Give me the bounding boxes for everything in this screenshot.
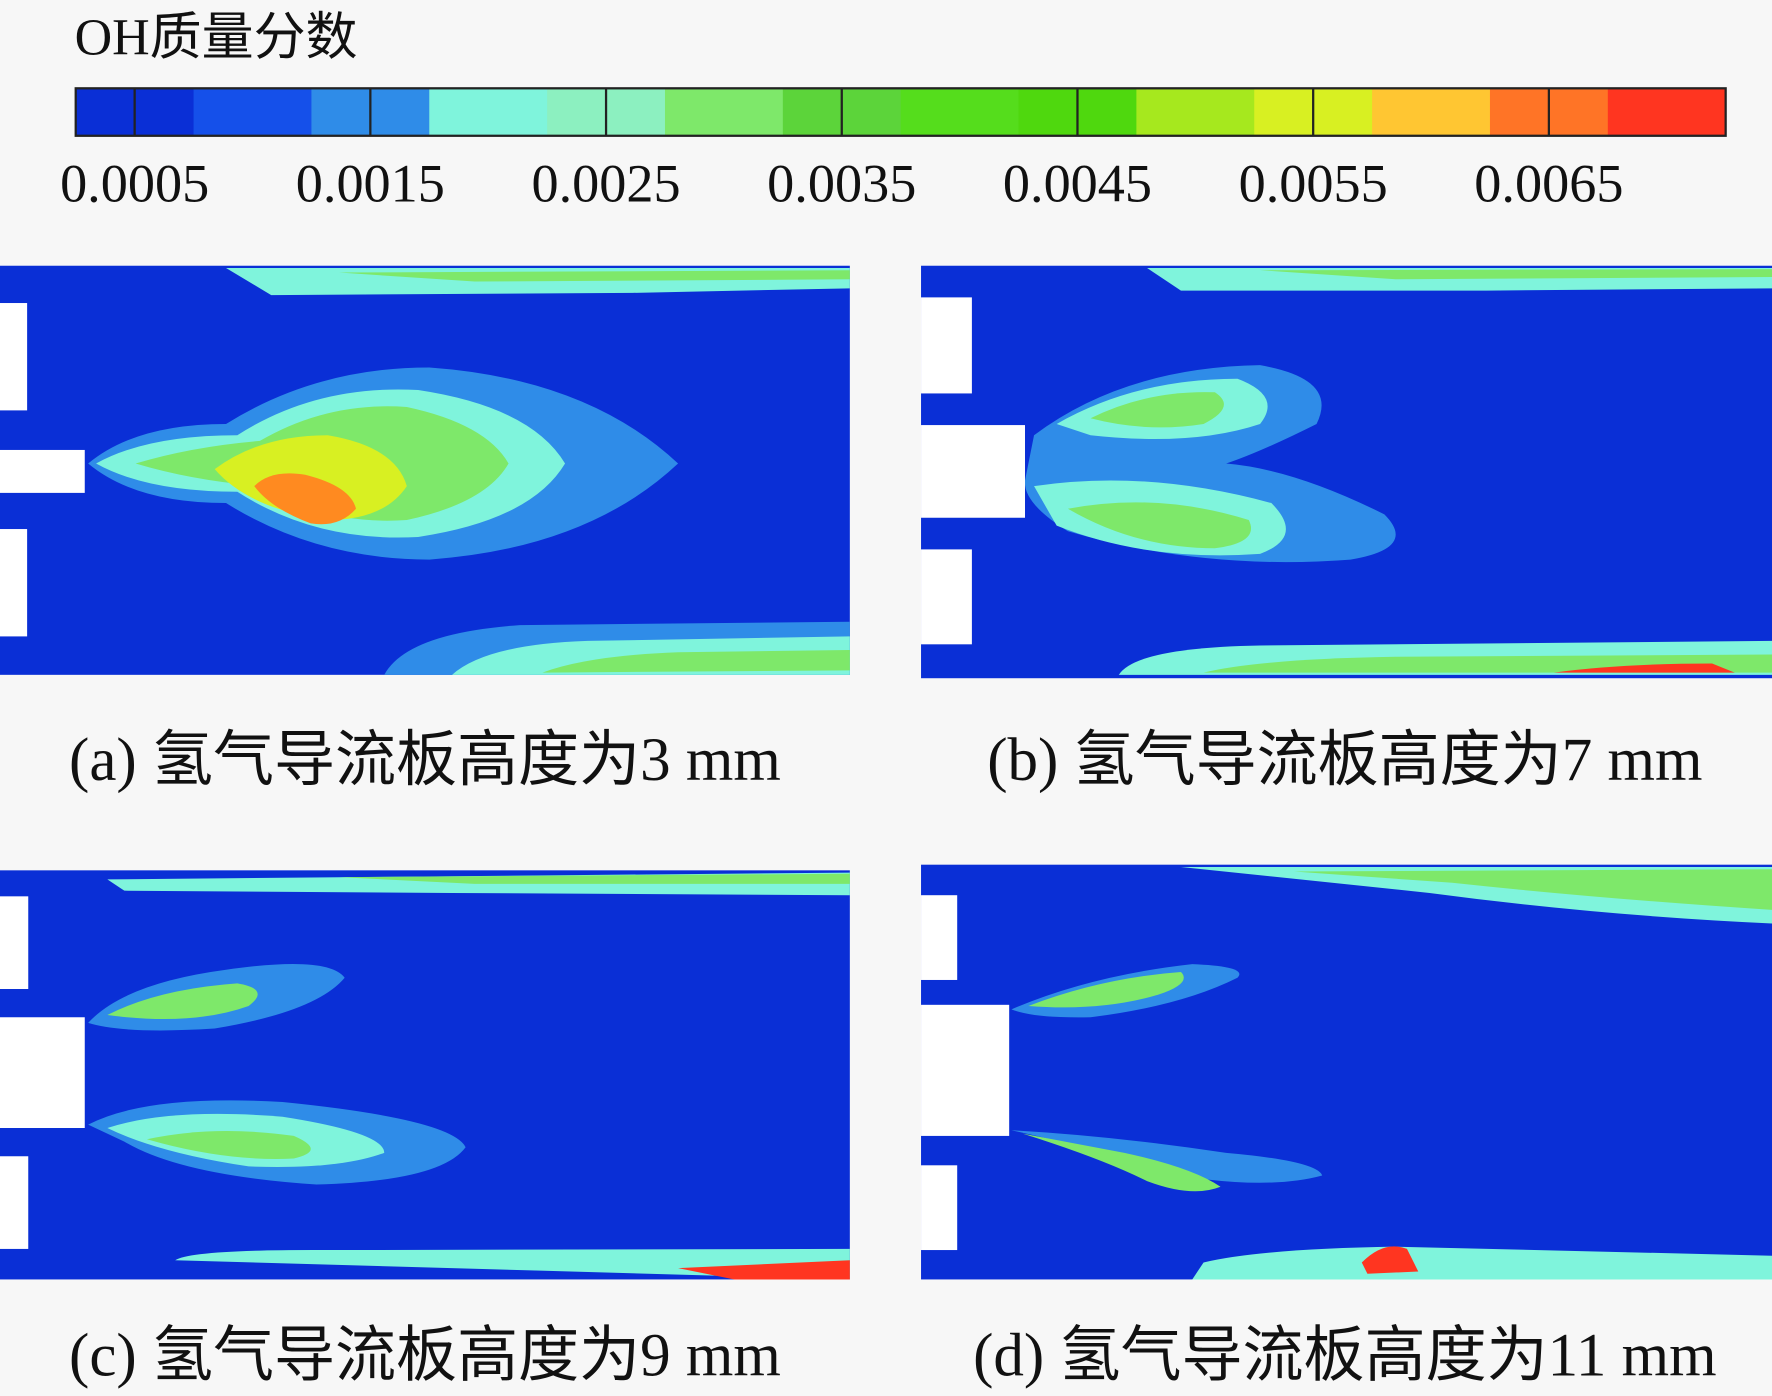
panel-c <box>0 870 850 1280</box>
contour <box>1022 1133 1221 1192</box>
colorbar-frame <box>74 87 1727 137</box>
wall <box>921 297 972 394</box>
contour <box>254 473 356 525</box>
contour <box>1011 1130 1323 1183</box>
contour <box>175 1248 850 1280</box>
tick-label: 0.0005 <box>60 153 209 213</box>
field <box>921 864 1772 1280</box>
tick-label: 0.0045 <box>1003 153 1152 213</box>
field <box>0 870 850 1280</box>
color-band <box>1607 88 1727 136</box>
wall <box>0 303 28 411</box>
wall <box>0 896 29 990</box>
wall <box>0 1156 29 1249</box>
contour <box>1067 502 1252 549</box>
contour <box>339 270 850 282</box>
contour <box>1028 972 1184 1008</box>
contour <box>339 873 850 884</box>
wall <box>921 1165 958 1251</box>
contour <box>542 649 850 673</box>
contour <box>1293 869 1772 910</box>
wall <box>921 895 958 980</box>
wall <box>0 1017 85 1129</box>
color-band <box>429 88 548 136</box>
colorbar-title: OH质量分数 <box>75 9 358 66</box>
contour <box>678 1260 850 1280</box>
panel-b <box>921 265 1772 679</box>
wall <box>921 549 972 645</box>
panel-caption: (d) 氢气导流板高度为11 mm <box>973 1322 1716 1389</box>
tick-label: 0.0065 <box>1474 153 1623 213</box>
contour <box>107 983 258 1020</box>
tick-label: 0.0025 <box>531 153 680 213</box>
panel-caption: (c) 氢气导流板高度为9 mm <box>69 1322 781 1389</box>
tick-label: 0.0015 <box>296 153 445 213</box>
panel-d <box>921 864 1772 1280</box>
wall <box>921 425 1026 518</box>
panel-caption: (a) 氢气导流板高度为3 mm <box>69 727 781 794</box>
panel-a <box>0 265 850 675</box>
contour <box>1090 392 1224 428</box>
color-band <box>900 88 1020 136</box>
color-band <box>1372 88 1491 136</box>
wall <box>921 1004 1010 1136</box>
color-band <box>664 88 784 136</box>
color-band <box>1136 88 1255 136</box>
contour <box>1553 663 1735 673</box>
tick-label: 0.0055 <box>1239 153 1388 213</box>
contour <box>1192 1246 1772 1280</box>
wall <box>0 449 85 493</box>
contour <box>1361 1246 1419 1274</box>
contour <box>146 1131 311 1159</box>
panel-caption: (b) 氢气导流板高度为7 mm <box>987 727 1702 794</box>
tick-label: 0.0035 <box>767 153 916 213</box>
colorbar: 0.0005 0.0015 0.0025 0.0035 0.0045 0.0055 0.00… <box>60 87 1727 213</box>
color-band <box>193 88 312 136</box>
wall <box>0 529 28 637</box>
contour <box>1260 269 1772 280</box>
